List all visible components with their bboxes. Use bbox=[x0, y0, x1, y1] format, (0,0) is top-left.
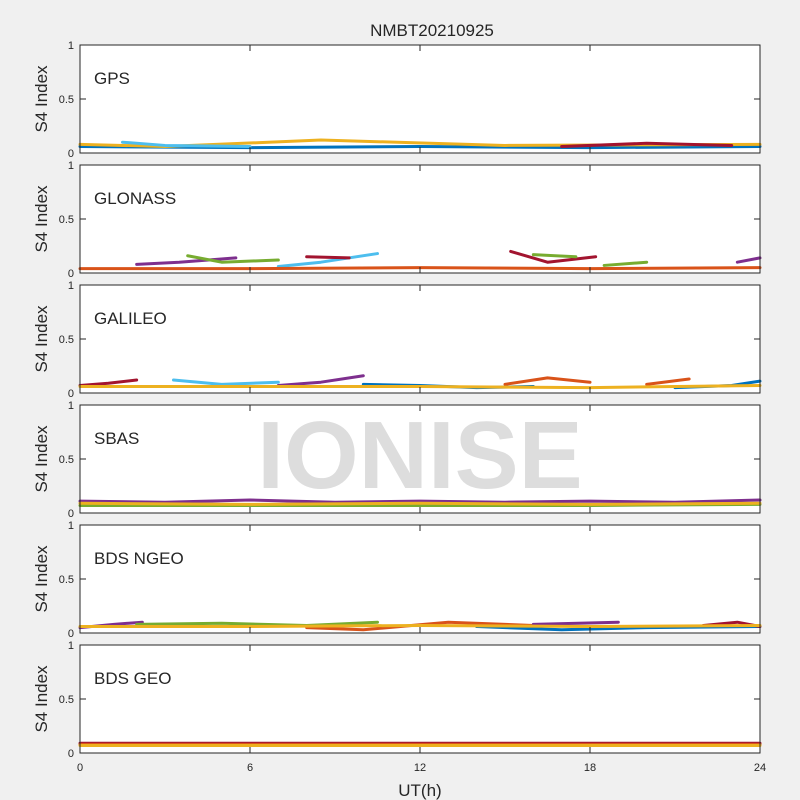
series-line bbox=[735, 256, 762, 264]
panel-bds-ngeo: 0 0.5 1 S4 Index BDS NGEO bbox=[32, 520, 762, 640]
y-tick-label: 0.5 bbox=[59, 694, 74, 706]
panel-label: BDS NGEO bbox=[94, 549, 184, 568]
y-tick-label: 1 bbox=[68, 160, 74, 172]
plot-area bbox=[80, 165, 760, 273]
y-axis-label: S4 Index bbox=[32, 305, 51, 373]
series-line bbox=[172, 378, 280, 386]
panel-gps: 0 0.5 1 S4 Index GPS bbox=[32, 40, 762, 160]
series-line bbox=[276, 252, 379, 269]
x-tick-label: 12 bbox=[414, 762, 426, 774]
series-line bbox=[305, 255, 351, 260]
y-tick-label: 0 bbox=[68, 148, 74, 160]
y-tick-label: 0.5 bbox=[59, 454, 74, 466]
y-tick-label: 0.5 bbox=[59, 334, 74, 346]
x-tick-label: 18 bbox=[584, 762, 596, 774]
y-tick-label: 0.5 bbox=[59, 94, 74, 106]
panel-label: SBAS bbox=[94, 429, 139, 448]
y-tick-label: 0.5 bbox=[59, 214, 74, 226]
series-line bbox=[78, 501, 762, 506]
y-axis-label: S4 Index bbox=[32, 65, 51, 133]
y-axis-label: S4 Index bbox=[32, 665, 51, 733]
series-line bbox=[78, 498, 762, 504]
series-line bbox=[602, 260, 649, 267]
y-tick-label: 0 bbox=[68, 268, 74, 280]
plot-area bbox=[80, 45, 760, 153]
series-line bbox=[531, 253, 578, 259]
watermark: IONISE bbox=[257, 402, 582, 509]
y-axis-label: S4 Index bbox=[32, 185, 51, 253]
x-tick-label: 0 bbox=[77, 762, 83, 774]
x-axis-label: UT(h) bbox=[398, 781, 441, 800]
series-line bbox=[503, 376, 592, 386]
panel-label: GALILEO bbox=[94, 309, 167, 328]
series-line bbox=[121, 140, 252, 149]
panel-sbas: 0 0.5 1 S4 Index SBAS bbox=[32, 400, 762, 520]
plot-area bbox=[80, 405, 760, 513]
series-line bbox=[509, 249, 598, 264]
panel-label: BDS GEO bbox=[94, 669, 171, 688]
panels: 0 0.5 1 S4 Index GPS 0 0.5 1 S4 Index GLONASS 0 0.5… bbox=[32, 40, 766, 774]
y-tick-label: 1 bbox=[68, 520, 74, 532]
x-tick-label: 24 bbox=[754, 762, 766, 774]
y-tick-label: 0 bbox=[68, 748, 74, 760]
plot-area bbox=[80, 645, 760, 753]
y-tick-label: 1 bbox=[68, 640, 74, 652]
y-axis-label: S4 Index bbox=[32, 545, 51, 613]
series-line bbox=[531, 620, 620, 626]
series-line bbox=[78, 378, 139, 387]
y-tick-label: 1 bbox=[68, 280, 74, 292]
y-tick-label: 0.5 bbox=[59, 574, 74, 586]
y-axis-label: S4 Index bbox=[32, 425, 51, 493]
y-tick-label: 0 bbox=[68, 388, 74, 400]
y-tick-label: 0 bbox=[68, 508, 74, 520]
series-line bbox=[78, 383, 762, 390]
plot-area bbox=[80, 525, 760, 633]
series-line bbox=[135, 256, 238, 266]
panel-bds-geo: 0 0.5 1 S4 Index BDS GEO 0 6 12 18 24 bbox=[32, 640, 766, 774]
series-line bbox=[78, 623, 762, 629]
panel-galileo: 0 0.5 1 S4 Index GALILEO bbox=[32, 280, 762, 400]
y-tick-label: 1 bbox=[68, 400, 74, 412]
y-tick-label: 0 bbox=[68, 628, 74, 640]
plot-area bbox=[80, 285, 760, 393]
series-line bbox=[276, 374, 365, 387]
y-tick-label: 1 bbox=[68, 40, 74, 52]
series-line bbox=[186, 254, 280, 264]
series-line bbox=[645, 377, 691, 386]
panel-label: GLONASS bbox=[94, 189, 176, 208]
series-line bbox=[135, 620, 379, 627]
panel-label: GPS bbox=[94, 69, 130, 88]
figure-title: NMBT20210925 bbox=[370, 21, 494, 40]
x-tick-label: 6 bbox=[247, 762, 253, 774]
panel-glonass: 0 0.5 1 S4 Index GLONASS bbox=[32, 160, 762, 280]
series-line bbox=[560, 141, 734, 149]
